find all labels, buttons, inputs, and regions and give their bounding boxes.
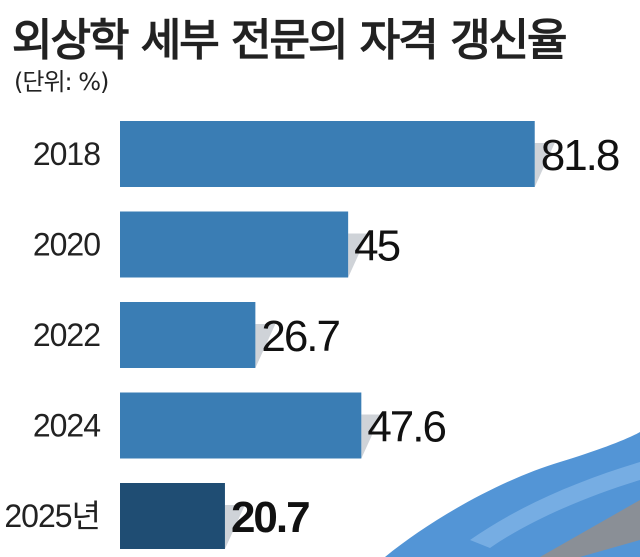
bar-shadow [348, 233, 369, 278]
bar-shadow [255, 324, 276, 368]
chart-title: 외상학 세부 전문의 자격 갱신율 [12, 15, 568, 66]
bar-2 [120, 302, 256, 368]
category-label: 2022 [33, 317, 100, 353]
value-label: 26.7 [261, 312, 339, 361]
bar-0 [120, 121, 535, 187]
category-label: 2018 [33, 136, 100, 172]
bar-shadow [361, 414, 382, 459]
instrument-shape [540, 500, 640, 557]
value-label: 47.6 [367, 403, 445, 452]
bar-1 [120, 211, 349, 278]
glove-shape [385, 432, 640, 557]
value-label: 45 [354, 222, 399, 271]
value-label: 81.8 [541, 131, 619, 180]
bar-shadow [534, 143, 555, 187]
bar-4 [120, 483, 225, 549]
category-label: 2020 [33, 227, 100, 263]
category-label: 2025년 [4, 498, 100, 534]
unit-note: (단위: %) [14, 68, 109, 96]
category-label: 2024 [33, 408, 100, 444]
value-label: 20.7 [231, 493, 309, 542]
bar-3 [120, 392, 362, 459]
gloved-hand-photo [385, 432, 640, 557]
bar-shadow [224, 505, 245, 549]
glove-highlight [470, 462, 640, 548]
